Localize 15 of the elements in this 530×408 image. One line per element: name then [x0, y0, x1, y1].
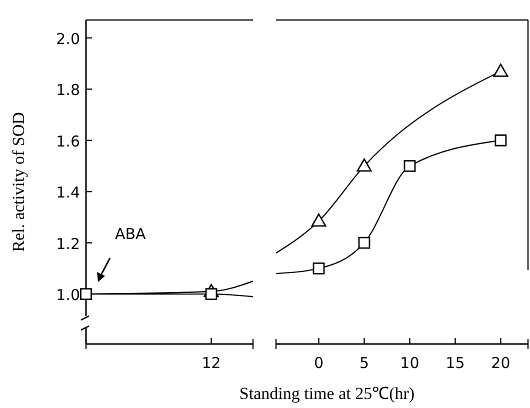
- y-tick-label: 1.6: [56, 132, 80, 150]
- x-axis-title: Standing time at 25℃(hr): [239, 384, 415, 403]
- y-tick-label: 1.2: [56, 234, 80, 253]
- x-tick-label: 12: [202, 354, 221, 372]
- x-tick-label: 5: [359, 354, 370, 372]
- y-tick-label: 2.0: [56, 30, 80, 48]
- y-tick-label: 1.4: [56, 184, 80, 202]
- x-tick-label: 10: [400, 354, 420, 372]
- x-tick-label: 15: [446, 354, 465, 372]
- y-tick-label: 1.0: [56, 286, 80, 304]
- y-axis-title: Rel. activity of SOD: [9, 112, 28, 252]
- y-tick-label: 1.8: [56, 81, 80, 100]
- annotation: ABA: [115, 225, 147, 243]
- x-tick-label: 0: [314, 354, 324, 372]
- x-tick-label: 20: [491, 354, 510, 372]
